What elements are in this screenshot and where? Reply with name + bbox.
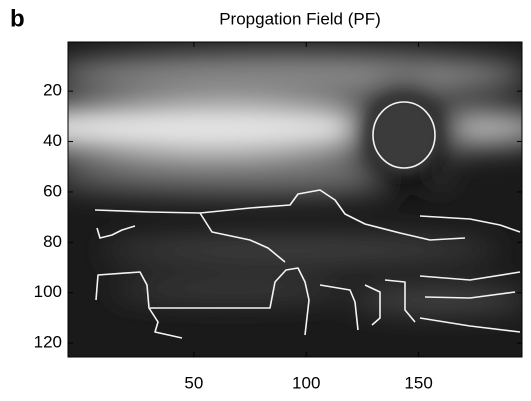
x-tick-label: 50 — [184, 373, 203, 392]
y-tick-label: 20 — [43, 81, 62, 100]
y-tick-label: 40 — [43, 131, 62, 150]
y-tick-label: 80 — [43, 232, 62, 251]
y-tick-label: 120 — [34, 333, 62, 352]
x-tick-label: 100 — [292, 373, 320, 392]
image — [0, 42, 531, 357]
chart: b Propgation Field (PF) — [0, 0, 531, 396]
page: {"panel_label": "b", "chart_data": {"typ… — [0, 0, 531, 401]
y-tick-label: 100 — [34, 282, 62, 301]
x-tick-label: 150 — [404, 373, 432, 392]
y-tick-label: 60 — [43, 181, 62, 200]
chart-title: Propgation Field (PF) — [219, 9, 381, 28]
panel-label: b — [10, 5, 25, 32]
